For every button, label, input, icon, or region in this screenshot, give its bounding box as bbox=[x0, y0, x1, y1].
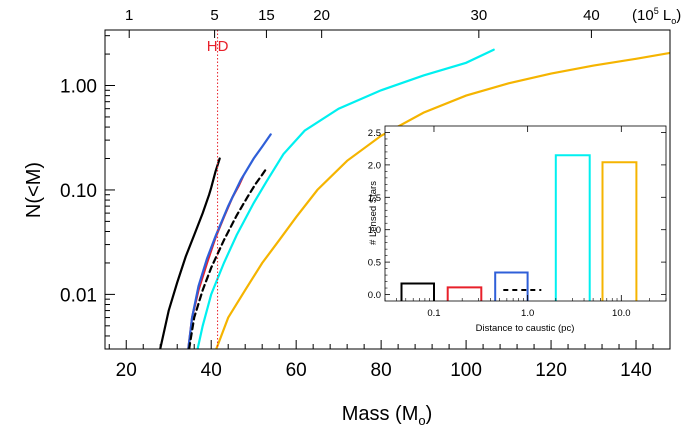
series-1-line bbox=[159, 157, 221, 349]
inset-y-tick-label: 1.5 bbox=[368, 193, 381, 204]
inset-bar-2 bbox=[446, 286, 483, 301]
top-tick-label: 30 bbox=[470, 7, 487, 24]
y-tick-label: 0.01 bbox=[60, 285, 97, 306]
inset-bar-3 bbox=[494, 271, 529, 301]
inset-frame bbox=[384, 125, 667, 302]
inset-y-axis-title: # Lensed Stars bbox=[368, 181, 379, 245]
top-tick-label: 40 bbox=[583, 7, 600, 24]
inset-bar-6 bbox=[601, 161, 638, 301]
top-axis-unit-label: (105 Lo) bbox=[632, 6, 681, 26]
top-tick-label: 20 bbox=[313, 7, 330, 24]
x-tick-label: 20 bbox=[116, 360, 137, 381]
x-axis-title-subscript: o bbox=[418, 413, 425, 428]
series-2-line bbox=[187, 175, 245, 349]
x-axis-title: Mass (Mo) bbox=[342, 403, 433, 428]
x-tick-label: 60 bbox=[286, 360, 307, 381]
top-tick-label: 5 bbox=[210, 7, 218, 24]
series-3-line bbox=[187, 133, 272, 349]
inset-bars bbox=[400, 154, 638, 301]
series-5-line bbox=[196, 48, 495, 349]
inset-y-tick-label: 0.5 bbox=[368, 258, 381, 269]
series-4-line bbox=[188, 167, 268, 349]
inset-x-axis-title: Distance to caustic (pc) bbox=[476, 323, 575, 334]
inset-bar-5 bbox=[554, 154, 591, 301]
series-6-line bbox=[215, 51, 670, 349]
inset-y-tick-label: 2.0 bbox=[368, 160, 381, 171]
x-tick-label: 80 bbox=[371, 360, 392, 381]
unit-close: ) bbox=[676, 7, 681, 24]
unit-exponent: 5 bbox=[654, 6, 659, 16]
main-curves bbox=[159, 48, 670, 349]
x-tick-label: 120 bbox=[535, 360, 567, 381]
inset-background bbox=[385, 126, 666, 301]
x-tick-label: 100 bbox=[450, 360, 482, 381]
x-tick-label: 40 bbox=[201, 360, 222, 381]
top-tick-label: 15 bbox=[258, 7, 275, 24]
x-axis-title-close: ) bbox=[426, 403, 433, 425]
unit-sun-subscript: o bbox=[671, 16, 676, 26]
y-tick-label: 0.10 bbox=[60, 181, 97, 202]
inset-x-tick-label: 1.0 bbox=[521, 308, 534, 319]
inset-bar-chart: 0.0 0.5 1.0 1.5 2.0 2.5 0.1 1.0 10.0 Distance to… bbox=[368, 125, 667, 334]
inset-axis-ticks: 0.0 0.5 1.0 1.5 2.0 2.5 0.1 1.0 10.0 bbox=[368, 126, 667, 319]
inset-y-tick-label: 1.0 bbox=[368, 225, 381, 236]
inset-y-tick-label: 2.5 bbox=[368, 128, 381, 139]
unit-mid: L bbox=[659, 7, 672, 24]
inset-x-tick-label: 10.0 bbox=[612, 308, 631, 319]
top-tick-label: 1 bbox=[125, 7, 133, 24]
inset-x-tick-label: 0.1 bbox=[427, 308, 440, 319]
x-tick-label: 140 bbox=[620, 360, 652, 381]
y-tick-label: 1.00 bbox=[60, 77, 97, 98]
inset-y-tick-label: 0.0 bbox=[368, 290, 381, 301]
y-axis-title: N(<M) bbox=[23, 162, 45, 218]
inset-bar-1 bbox=[400, 282, 435, 301]
hd-marker-label: HD bbox=[207, 38, 229, 55]
